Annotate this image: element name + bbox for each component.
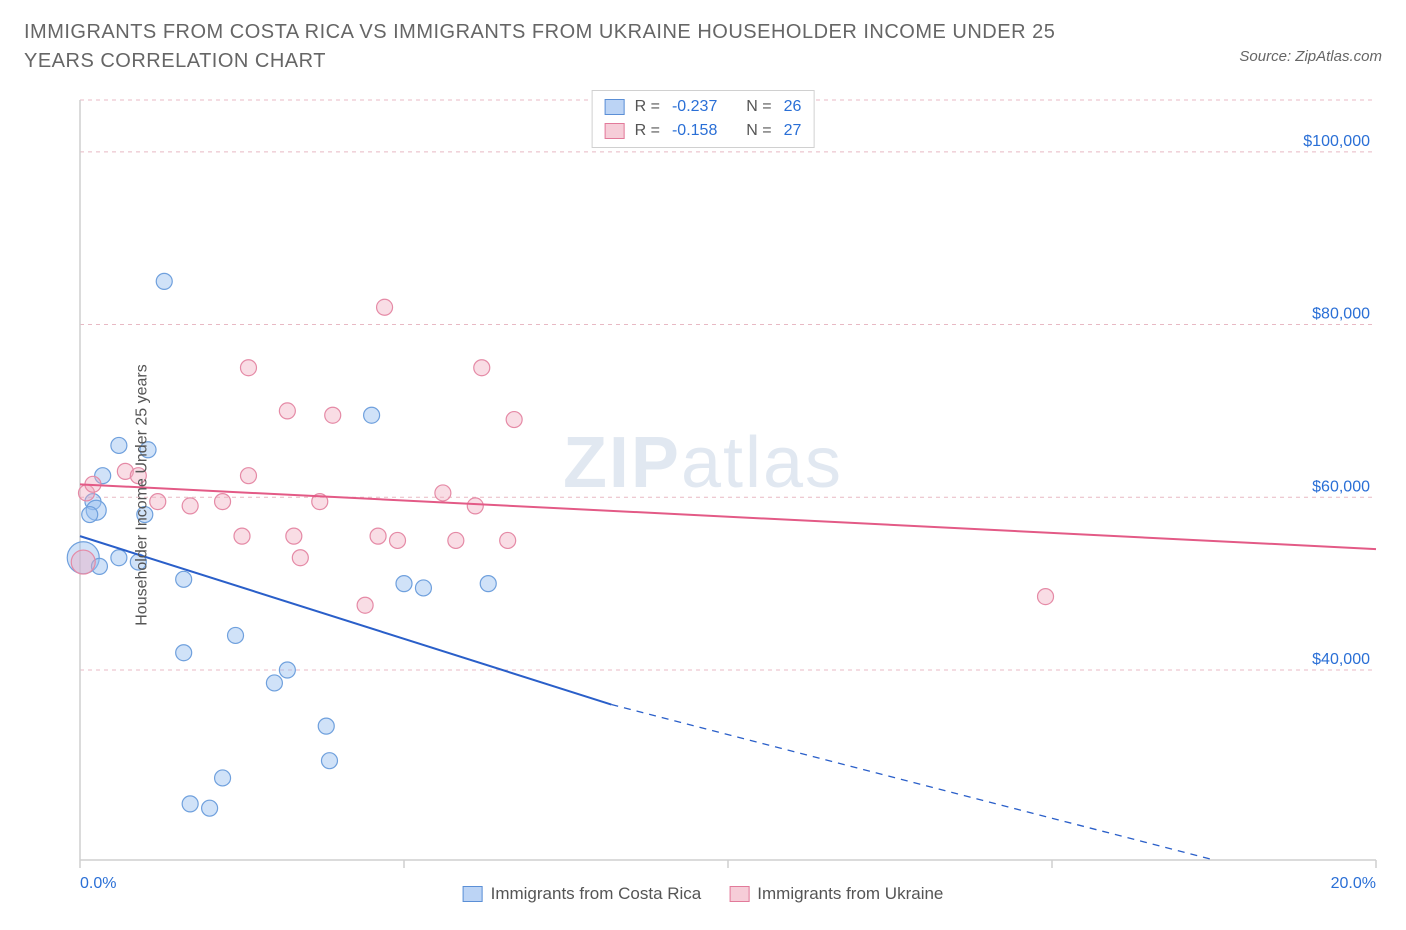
scatter-chart: 0.0% 20.0% $40,000 $60,000 $80,000 $100,000 xyxy=(20,90,1386,900)
svg-text:$40,000: $40,000 xyxy=(1312,651,1370,668)
source-name: ZipAtlas.com xyxy=(1295,48,1382,65)
n-value: 27 xyxy=(784,119,802,143)
svg-text:$60,000: $60,000 xyxy=(1312,478,1370,495)
legend-swatch xyxy=(729,886,749,902)
source-credit: Source: ZipAtlas.com xyxy=(1239,48,1382,65)
legend-series-label: Immigrants from Costa Rica xyxy=(491,884,702,904)
svg-text:0.0%: 0.0% xyxy=(80,875,116,892)
legend-swatch xyxy=(605,123,625,139)
correlation-legend: R = -0.237 N = 26 R = -0.158 N = 27 xyxy=(592,90,815,148)
r-value: -0.158 xyxy=(672,119,717,143)
chart-title: IMMIGRANTS FROM COSTA RICA VS IMMIGRANTS… xyxy=(24,18,1124,76)
svg-text:20.0%: 20.0% xyxy=(1331,875,1376,892)
n-label: N = xyxy=(746,119,771,143)
svg-text:$80,000: $80,000 xyxy=(1312,306,1370,323)
svg-text:$100,000: $100,000 xyxy=(1303,133,1370,150)
legend-series-item: Immigrants from Ukraine xyxy=(729,884,943,904)
chart-container: Householder Income Under 25 years 0.0% 20… xyxy=(20,90,1386,900)
y-axis-label: Householder Income Under 25 years xyxy=(134,364,152,625)
series-legend: Immigrants from Costa Rica Immigrants fro… xyxy=(463,884,944,904)
legend-swatch xyxy=(463,886,483,902)
legend-stat-row: R = -0.237 N = 26 xyxy=(605,95,802,119)
source-prefix: Source: xyxy=(1239,48,1295,65)
legend-series-item: Immigrants from Costa Rica xyxy=(463,884,702,904)
legend-swatch xyxy=(605,99,625,115)
r-label: R = xyxy=(635,95,660,119)
r-value: -0.237 xyxy=(672,95,717,119)
n-value: 26 xyxy=(784,95,802,119)
legend-series-label: Immigrants from Ukraine xyxy=(757,884,943,904)
legend-stat-row: R = -0.158 N = 27 xyxy=(605,119,802,143)
r-label: R = xyxy=(635,119,660,143)
n-label: N = xyxy=(746,95,771,119)
